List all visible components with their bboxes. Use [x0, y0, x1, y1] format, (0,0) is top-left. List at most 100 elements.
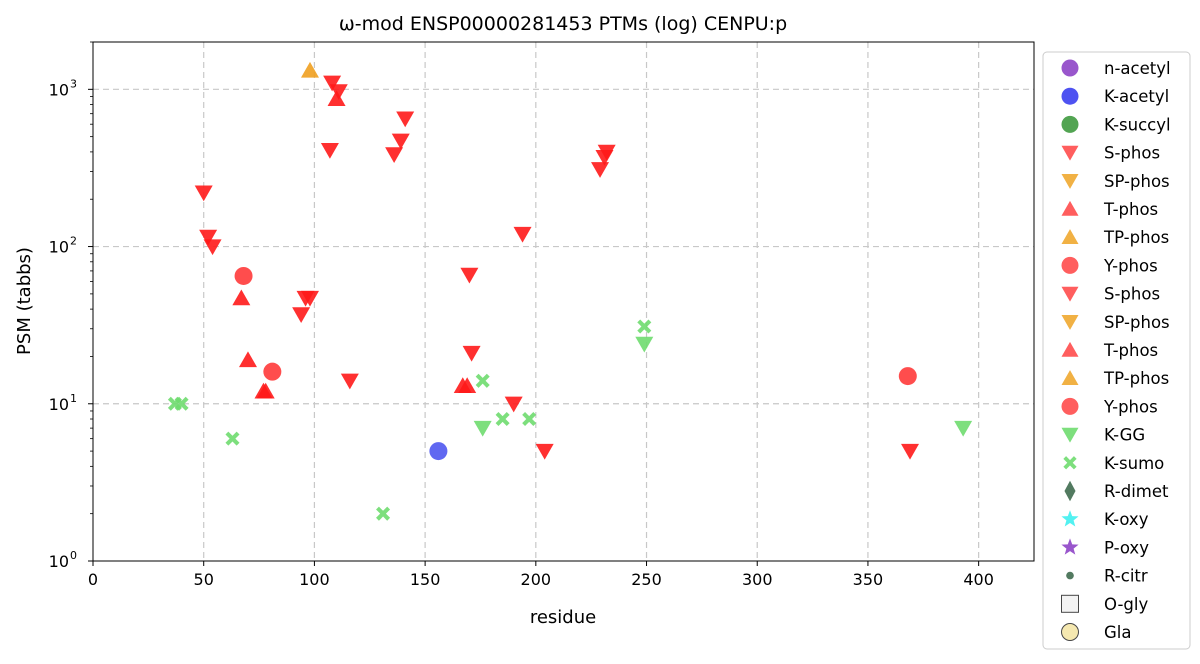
x-tick-label: 250	[631, 570, 662, 589]
y-tick-exponent: 0	[70, 549, 77, 562]
point-s-phos	[396, 111, 415, 128]
legend-label: Y-phos	[1103, 256, 1158, 275]
legend-marker	[1061, 286, 1079, 302]
legend-label: K-succyl	[1104, 115, 1171, 134]
y-tick-label: 10	[49, 552, 69, 571]
point-k-sumo	[495, 411, 510, 427]
legend-label: S-phos	[1104, 285, 1160, 304]
point-s-phos	[329, 84, 348, 100]
plot-frame	[92, 41, 1035, 562]
point-t-phos	[232, 289, 251, 306]
legend-label: SP-phos	[1104, 172, 1170, 191]
point-k-gg	[473, 420, 492, 437]
legend-marker	[1061, 256, 1079, 274]
data-points	[167, 61, 973, 521]
legend-marker	[1061, 87, 1079, 105]
point-k-acetyl	[429, 442, 448, 461]
legend: n-acetyl K-acetyl K-succyl S-phos SP-phos T-p…	[1042, 51, 1191, 650]
point-s-phos	[513, 226, 532, 243]
legend-marker	[1061, 315, 1079, 330]
legend-marker	[1061, 510, 1079, 527]
legend-label: TP-phos	[1103, 228, 1169, 247]
point-s-phos	[323, 75, 342, 92]
y-tick-exponent: 1	[70, 392, 77, 405]
point-tp-phos	[300, 61, 319, 78]
legend-label: S-phos	[1104, 144, 1160, 163]
point-s-phos	[462, 345, 481, 362]
legend-marker	[1061, 370, 1079, 385]
point-s-phos	[535, 443, 554, 460]
legend-marker	[1061, 427, 1079, 443]
legend-label: R-citr	[1104, 567, 1148, 586]
point-k-gg	[635, 336, 654, 353]
point-k-sumo	[376, 506, 391, 521]
point-t-phos	[327, 90, 346, 107]
legend-marker	[1061, 145, 1079, 161]
legend-marker	[1061, 341, 1079, 357]
point-y-phos	[263, 362, 282, 381]
legend-label: SP-phos	[1104, 313, 1170, 332]
y-tick-label: 10	[49, 80, 69, 99]
legend-marker	[1061, 174, 1079, 189]
point-k-sumo	[225, 431, 240, 446]
legend-marker	[1061, 229, 1079, 244]
x-tick-label: 100	[299, 570, 330, 589]
point-s-phos	[504, 396, 523, 413]
point-k-gg	[954, 420, 973, 437]
x-tick-label: 200	[521, 570, 552, 589]
x-tick-label: 300	[742, 570, 773, 589]
x-tick-label: 350	[853, 570, 884, 589]
y-tick-label: 10	[49, 395, 69, 414]
legend-marker	[1061, 397, 1079, 415]
legend-label: K-sumo	[1104, 454, 1164, 473]
legend-marker	[1061, 200, 1079, 216]
legend-marker	[1061, 59, 1079, 77]
point-k-sumo	[174, 396, 189, 411]
legend-label: P-oxy	[1104, 538, 1149, 557]
point-t-phos	[238, 351, 257, 368]
point-s-phos	[199, 229, 218, 246]
x-tick-label: 400	[963, 570, 994, 589]
point-s-phos	[292, 307, 311, 323]
legend-label: K-oxy	[1104, 510, 1149, 529]
point-s-phos	[300, 290, 319, 307]
legend-label: Y-phos	[1103, 397, 1158, 416]
legend-label: R-dimet	[1104, 482, 1169, 501]
point-s-phos	[320, 143, 339, 159]
legend-marker	[1061, 115, 1079, 133]
point-s-phos	[597, 144, 616, 161]
x-axis-ticks: 0 50 100 150 200 250 300 350 400	[88, 561, 994, 589]
point-y-phos	[234, 266, 253, 285]
legend-label: T-phos	[1103, 200, 1158, 219]
legend-marker	[1061, 538, 1079, 555]
legend-label: TP-phos	[1103, 369, 1169, 388]
legend-label: K-acetyl	[1104, 87, 1169, 106]
point-y-phos	[898, 367, 917, 386]
legend-marker	[1061, 594, 1079, 613]
chart-title: ω-mod ENSP00000281453 PTMs (log) CENPU:p	[339, 13, 787, 35]
legend-marker	[1066, 571, 1074, 580]
point-k-sumo	[475, 373, 490, 388]
x-tick-label: 0	[88, 570, 98, 589]
x-tick-label: 150	[410, 570, 441, 589]
legend-marker	[1064, 480, 1076, 502]
point-s-phos	[901, 443, 920, 460]
legend-label: O-gly	[1104, 595, 1148, 614]
point-s-phos	[391, 133, 410, 150]
point-s-phos	[203, 239, 222, 256]
legend-marker	[1063, 456, 1077, 470]
legend-label: T-phos	[1103, 341, 1158, 360]
y-axis-label: PSM (tabbs)	[14, 247, 35, 355]
legend-label: Gla	[1104, 623, 1131, 642]
y-tick-exponent: 2	[70, 235, 77, 248]
legend-marker	[1061, 623, 1079, 641]
legend-label: n-acetyl	[1104, 59, 1171, 78]
legend-label: K-GG	[1104, 426, 1145, 445]
x-axis-label: residue	[530, 607, 596, 628]
point-s-phos	[460, 267, 479, 284]
y-tick-label: 10	[49, 238, 69, 257]
point-s-phos	[385, 147, 404, 164]
point-s-phos	[591, 162, 610, 178]
